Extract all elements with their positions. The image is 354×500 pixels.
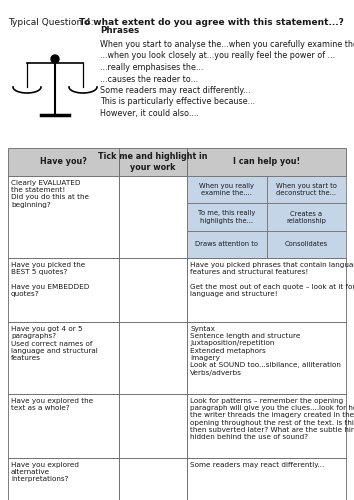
Bar — [187, 258, 346, 322]
Bar — [267, 176, 346, 204]
Bar — [187, 230, 267, 258]
Text: ...causes the reader to...: ...causes the reader to... — [100, 74, 198, 84]
Text: Creates a
relationship: Creates a relationship — [286, 210, 326, 224]
Bar — [187, 176, 267, 204]
Bar — [119, 394, 187, 458]
Text: Syntax
Sentence length and structure
Juxtaposition/repetition
Extended metaphors: Syntax Sentence length and structure Jux… — [190, 326, 341, 376]
Bar — [8, 176, 119, 258]
Bar — [187, 394, 346, 458]
Text: Have you explored
alternative
interpretations?: Have you explored alternative interpreta… — [11, 462, 79, 482]
Text: Tick me and highlight in
your work: Tick me and highlight in your work — [98, 152, 207, 172]
Bar — [119, 176, 187, 258]
Text: Have you picked phrases that contain language
features and structural features!
: Have you picked phrases that contain lan… — [190, 262, 354, 297]
Bar — [119, 322, 187, 394]
Text: Clearly EVALUATED
the statement!
Did you do this at the
beginning?: Clearly EVALUATED the statement! Did you… — [11, 180, 89, 208]
Text: Look for patterns – remember the opening
paragraph will give you the clues....lo: Look for patterns – remember the opening… — [190, 398, 354, 440]
Bar — [187, 148, 346, 176]
Text: This is particularly effective because...: This is particularly effective because..… — [100, 98, 255, 106]
Text: To me, this really
highlights the...: To me, this really highlights the... — [198, 210, 256, 224]
Text: ...really emphasises the...: ...really emphasises the... — [100, 63, 204, 72]
Text: Typical Question 4:: Typical Question 4: — [8, 18, 97, 27]
Bar — [8, 258, 119, 322]
Text: Draws attention to: Draws attention to — [195, 242, 258, 248]
Bar — [267, 204, 346, 231]
Bar — [8, 322, 119, 394]
Text: Some readers may react differently...: Some readers may react differently... — [190, 462, 324, 468]
Bar — [187, 204, 267, 231]
Text: I can help you!: I can help you! — [233, 158, 300, 166]
Text: Have you got 4 or 5
paragraphs?
Used correct names of
language and structural
fe: Have you got 4 or 5 paragraphs? Used cor… — [11, 326, 98, 361]
Bar — [8, 458, 119, 500]
Text: Phrases: Phrases — [100, 26, 139, 35]
Bar — [119, 458, 187, 500]
Circle shape — [51, 55, 59, 63]
Bar — [119, 148, 187, 176]
Bar — [8, 394, 119, 458]
Text: When you start to analyse the...when you carefully examine the...: When you start to analyse the...when you… — [100, 40, 354, 49]
Text: When you really
examine the....: When you really examine the.... — [199, 183, 254, 196]
Text: Have you explored the
text as a whole?: Have you explored the text as a whole? — [11, 398, 93, 411]
Text: To what extent do you agree with this statement...?: To what extent do you agree with this st… — [79, 18, 344, 27]
Text: Consolidates: Consolidates — [285, 242, 328, 248]
Bar — [187, 458, 346, 500]
Bar — [187, 322, 346, 394]
Bar — [119, 258, 187, 322]
Text: However, it could also....: However, it could also.... — [100, 109, 199, 118]
Text: ...when you look closely at...you really feel the power of ...: ...when you look closely at...you really… — [100, 52, 335, 60]
Text: Some readers may react differently...: Some readers may react differently... — [100, 86, 251, 95]
Text: Have you picked the
BEST 5 quotes?

Have you EMBEDDED
quotes?: Have you picked the BEST 5 quotes? Have … — [11, 262, 89, 297]
Bar — [267, 230, 346, 258]
Text: When you start to
deconstruct the...: When you start to deconstruct the... — [276, 183, 337, 196]
Text: Have you?: Have you? — [40, 158, 87, 166]
Bar — [8, 148, 119, 176]
